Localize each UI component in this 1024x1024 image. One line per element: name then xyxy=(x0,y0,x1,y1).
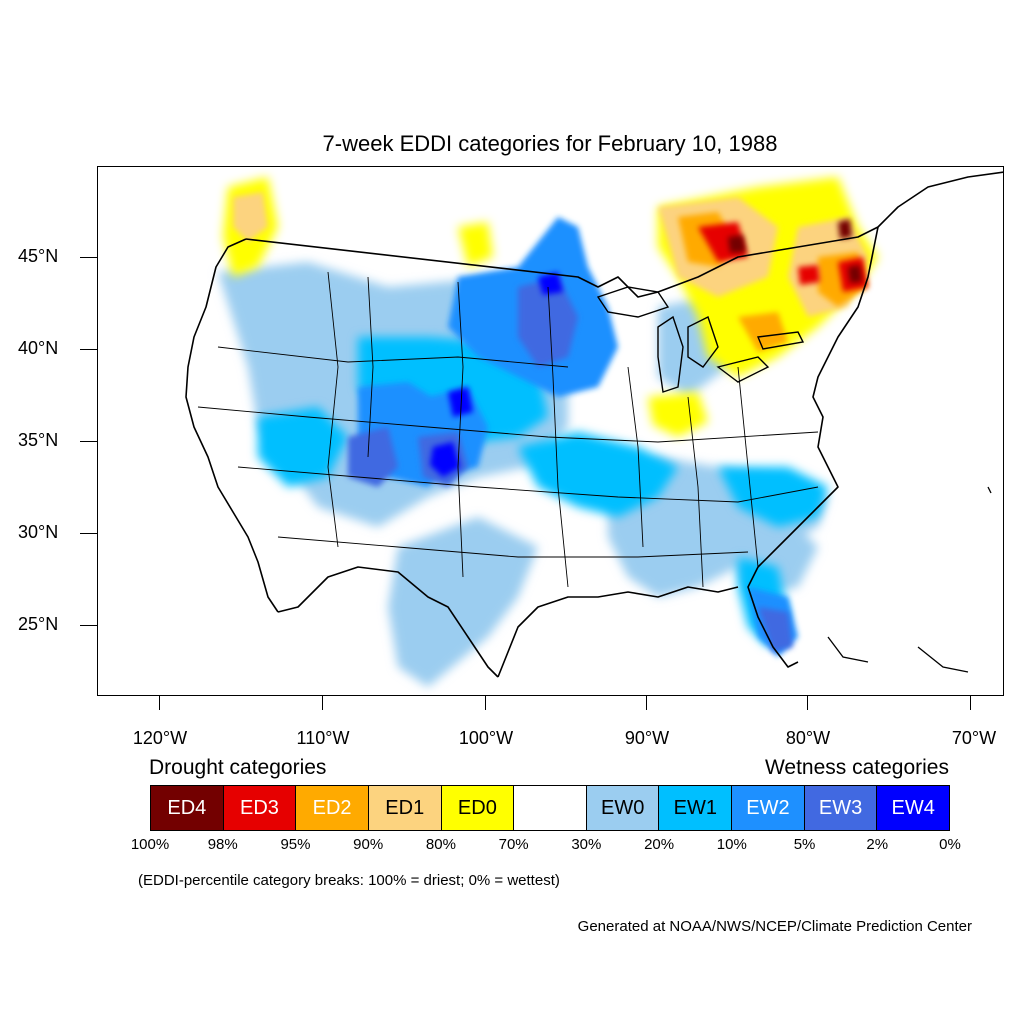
lat-label: 45°N xyxy=(18,246,59,266)
percent-break-label: 100% xyxy=(130,836,170,853)
legend-swatch-label: EW1 xyxy=(673,796,717,819)
lat-tick xyxy=(80,441,97,443)
legend-swatch-label: EW2 xyxy=(746,796,790,819)
percent-break-label: 5% xyxy=(793,836,816,853)
legend-swatch: ED0 xyxy=(441,786,515,830)
lon-tick xyxy=(807,696,809,710)
percent-break-label: 20% xyxy=(644,836,675,853)
lon-tick xyxy=(322,696,324,710)
percent-break-label: 95% xyxy=(280,836,311,853)
lon-label: 90°W xyxy=(624,728,670,748)
map-panel xyxy=(97,166,1004,696)
legend-colorbar: ED4 ED3 ED2 ED1 ED0 EW0 EW1 EW2 EW3 EW4 xyxy=(150,785,950,831)
legend-swatch-label: EW3 xyxy=(818,796,863,819)
lon-label: 80°W xyxy=(785,728,831,748)
percent-break-label: 98% xyxy=(207,836,238,853)
great-lakes xyxy=(596,286,805,393)
lon-label: 100°W xyxy=(458,728,514,748)
legend-swatch: ED2 xyxy=(296,786,369,830)
percent-break-label: 80% xyxy=(425,836,456,853)
lat-tick xyxy=(80,533,97,535)
lon-label: 120°W xyxy=(132,728,188,748)
legend-swatch-label: ED3 xyxy=(240,796,279,819)
legend-swatch-label: ED1 xyxy=(385,796,425,819)
credit-line: Generated at NOAA/NWS/NCEP/Climate Predi… xyxy=(577,918,972,935)
lat-label: 30°N xyxy=(18,522,59,542)
lat-label: 25°N xyxy=(18,614,59,634)
map-title: 7-week EDDI categories for February 10, … xyxy=(322,131,778,156)
lat-tick xyxy=(80,257,97,259)
legend-swatch-label: EW4 xyxy=(891,796,935,819)
percent-break-label: 30% xyxy=(571,836,602,853)
category-field-ew4 xyxy=(430,272,563,477)
legend-swatch-label: ED0 xyxy=(457,796,497,819)
lon-tick xyxy=(159,696,161,710)
legend-swatch: ED4 xyxy=(151,786,224,830)
state-boundaries xyxy=(197,271,819,588)
legend-swatch xyxy=(514,786,587,830)
lat-tick xyxy=(80,349,97,351)
legend-swatch: EW1 xyxy=(659,786,733,830)
legend-swatch-label: ED4 xyxy=(167,796,207,819)
lon-label: 70°W xyxy=(951,728,997,748)
lon-tick xyxy=(485,696,487,710)
lon-tick xyxy=(970,696,972,710)
coastal-islands xyxy=(827,486,992,673)
legend-swatch-label: EW0 xyxy=(600,796,645,819)
coastline xyxy=(185,171,1003,678)
lon-tick xyxy=(646,696,648,710)
lon-label: 110°W xyxy=(296,728,350,748)
percent-break-label: 10% xyxy=(716,836,747,853)
category-field-ew3 xyxy=(348,277,793,652)
category-field-ed4 xyxy=(728,219,862,283)
drought-categories-heading: Drought categories xyxy=(149,756,327,779)
legend-swatch-label: ED2 xyxy=(312,796,352,819)
eddi-map xyxy=(185,171,1003,687)
percent-break-label: 0% xyxy=(939,836,961,853)
category-breaks-note: (EDDI-percentile category breaks: 100% =… xyxy=(138,872,560,889)
legend-swatch: ED3 xyxy=(223,786,297,830)
percent-break-label: 90% xyxy=(353,836,384,853)
lat-tick xyxy=(80,625,97,627)
percent-break-label: 70% xyxy=(498,836,529,853)
wetness-categories-heading: Wetness categories xyxy=(764,756,949,779)
legend-swatch: EW0 xyxy=(586,786,660,830)
legend-swatch: ED1 xyxy=(368,786,442,830)
percent-break-label: 2% xyxy=(866,836,889,853)
lat-label: 35°N xyxy=(18,430,59,450)
legend-swatch: EW3 xyxy=(804,786,878,830)
lat-label: 40°N xyxy=(18,338,59,358)
legend-swatch: EW4 xyxy=(877,786,950,830)
legend-swatch: EW2 xyxy=(732,786,805,830)
